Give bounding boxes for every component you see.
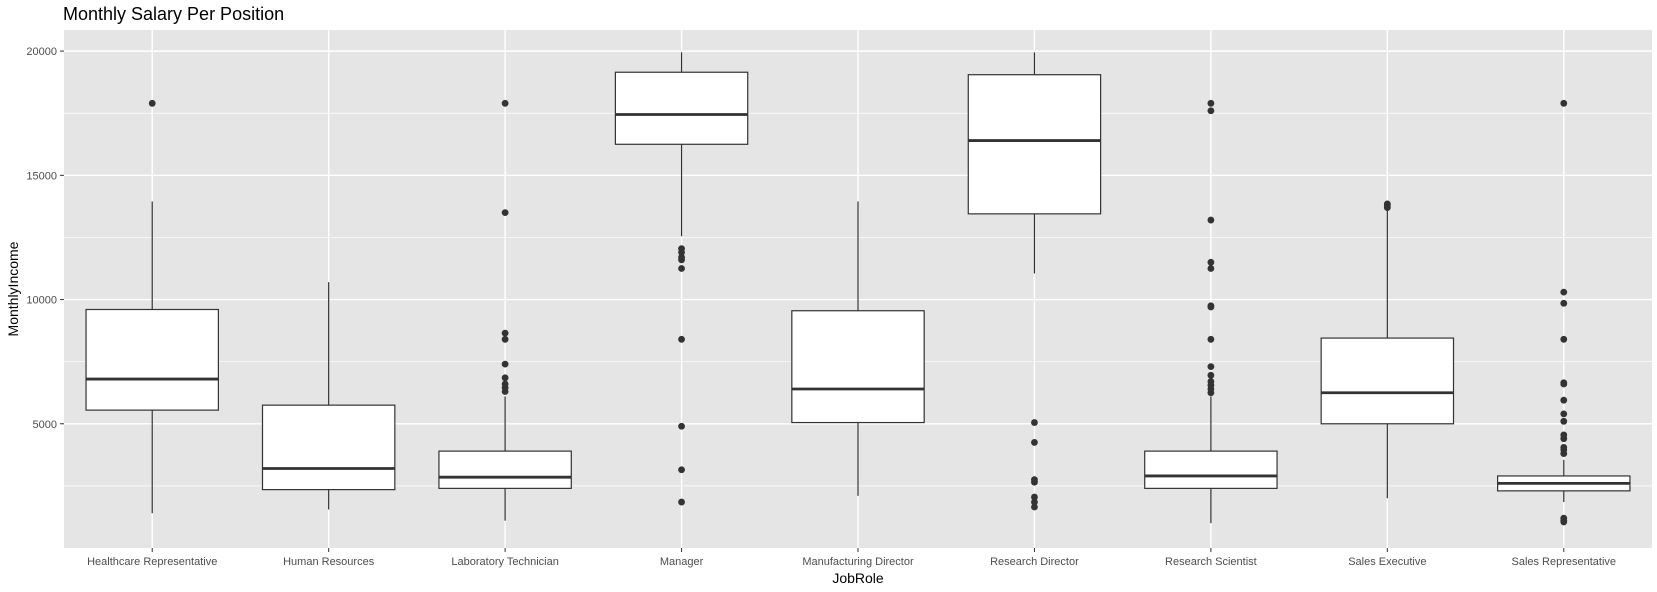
outlier-point [1207, 99, 1215, 107]
outlier-point [1560, 335, 1568, 343]
chart-title: Monthly Salary Per Position [63, 4, 284, 24]
y-tick-label: 10000 [26, 295, 57, 307]
outlier-point [1031, 493, 1038, 501]
outlier-point [678, 335, 685, 343]
box-group [1320, 200, 1455, 499]
outlier-point [1207, 371, 1215, 379]
outlier-point [501, 335, 509, 343]
x-tick-label: Sales Executive [1348, 556, 1426, 568]
outlier-point [1560, 514, 1568, 522]
x-tick-label: Manager [660, 556, 704, 568]
box-iqr [261, 404, 396, 491]
outlier-point [1207, 302, 1215, 310]
y-axis-ticks: 5000 10000 15000 20000 [26, 46, 64, 431]
outlier-point [501, 360, 509, 368]
box-group [1497, 99, 1631, 526]
outlier-point [678, 466, 685, 474]
outlier-point [1560, 379, 1568, 387]
x-tick-label: Healthcare Representative [87, 556, 217, 568]
box-group [85, 99, 219, 514]
outlier-point [678, 265, 685, 272]
outlier-point [1031, 503, 1038, 511]
outlier-point [1207, 378, 1215, 385]
outlier-point [1207, 335, 1215, 343]
outlier-point [501, 374, 509, 382]
outlier-point [501, 99, 509, 107]
box-group [1144, 99, 1278, 524]
box-iqr [791, 310, 925, 424]
x-tick-label: Human Resources [283, 556, 375, 568]
box-iqr [1144, 450, 1278, 489]
box-group [261, 282, 396, 510]
outlier-point [501, 209, 509, 217]
outlier-point [678, 245, 685, 253]
outlier-point [1560, 396, 1568, 404]
y-axis-label: MonthlyIncome [5, 241, 21, 336]
outlier-point [501, 380, 509, 388]
outlier-point [1207, 258, 1215, 266]
x-axis-ticks: Healthcare Representative Human Resources… [87, 548, 1616, 568]
box-iqr [438, 450, 572, 489]
outlier-point [678, 498, 685, 506]
outlier-point [1207, 107, 1215, 115]
box-iqr [85, 308, 219, 411]
outlier-point [678, 422, 685, 430]
x-axis-label: JobRole [832, 570, 884, 586]
outlier-point [1560, 417, 1568, 425]
outlier-point [501, 329, 509, 337]
outlier-point [1031, 439, 1038, 446]
outlier-point [148, 99, 156, 107]
x-tick-label: Laboratory Technician [451, 556, 558, 568]
outlier-point [1560, 410, 1568, 418]
x-tick-label: Sales Representative [1511, 556, 1616, 568]
x-tick-label: Manufacturing Director [802, 556, 914, 568]
outlier-point [1560, 431, 1568, 439]
box-iqr [1320, 337, 1455, 425]
outlier-point [1560, 299, 1568, 307]
box-iqr [967, 74, 1102, 215]
outlier-point [1031, 476, 1038, 484]
outlier-point [1207, 216, 1215, 224]
outlier-point [1207, 363, 1215, 371]
box-group [438, 99, 572, 521]
x-tick-label: Research Director [990, 556, 1079, 568]
box-group [967, 52, 1102, 511]
outlier-point [1560, 99, 1568, 107]
outlier-point [1031, 498, 1038, 506]
y-tick-label: 20000 [26, 46, 57, 58]
outlier-point [1560, 288, 1568, 296]
boxes [85, 52, 1631, 526]
x-tick-label: Research Scientist [1165, 556, 1257, 568]
y-tick-label: 5000 [33, 419, 57, 431]
box-iqr [614, 71, 749, 145]
y-tick-label: 15000 [26, 170, 57, 182]
outlier-point [1383, 200, 1391, 208]
box-group [791, 201, 925, 496]
outlier-point [1207, 265, 1215, 272]
outlier-point [1560, 443, 1568, 451]
outlier-point [678, 253, 685, 261]
box-group [614, 52, 749, 506]
outlier-point [1031, 419, 1038, 426]
